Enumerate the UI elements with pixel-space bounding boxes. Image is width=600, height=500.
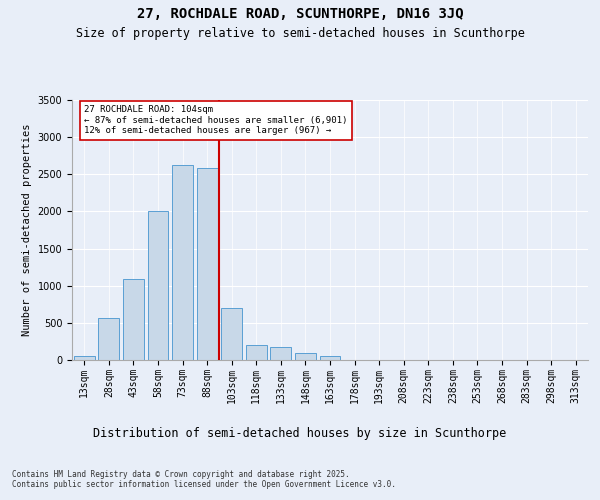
Bar xyxy=(148,212,169,360)
Bar xyxy=(197,168,218,360)
Text: 27, ROCHDALE ROAD, SCUNTHORPE, DN16 3JQ: 27, ROCHDALE ROAD, SCUNTHORPE, DN16 3JQ xyxy=(137,8,463,22)
Bar xyxy=(271,347,292,360)
Bar xyxy=(221,308,242,360)
Text: Contains HM Land Registry data © Crown copyright and database right 2025.
Contai: Contains HM Land Registry data © Crown c… xyxy=(12,470,396,490)
Text: Distribution of semi-detached houses by size in Scunthorpe: Distribution of semi-detached houses by … xyxy=(94,428,506,440)
Bar xyxy=(246,345,267,360)
Bar xyxy=(98,318,119,360)
Bar xyxy=(295,354,316,360)
Bar xyxy=(320,356,340,360)
Text: 27 ROCHDALE ROAD: 104sqm
← 87% of semi-detached houses are smaller (6,901)
12% o: 27 ROCHDALE ROAD: 104sqm ← 87% of semi-d… xyxy=(84,105,347,135)
Text: Size of property relative to semi-detached houses in Scunthorpe: Size of property relative to semi-detach… xyxy=(76,28,524,40)
Bar xyxy=(172,166,193,360)
Bar xyxy=(123,279,144,360)
Bar xyxy=(74,356,95,360)
Y-axis label: Number of semi-detached properties: Number of semi-detached properties xyxy=(22,124,32,336)
